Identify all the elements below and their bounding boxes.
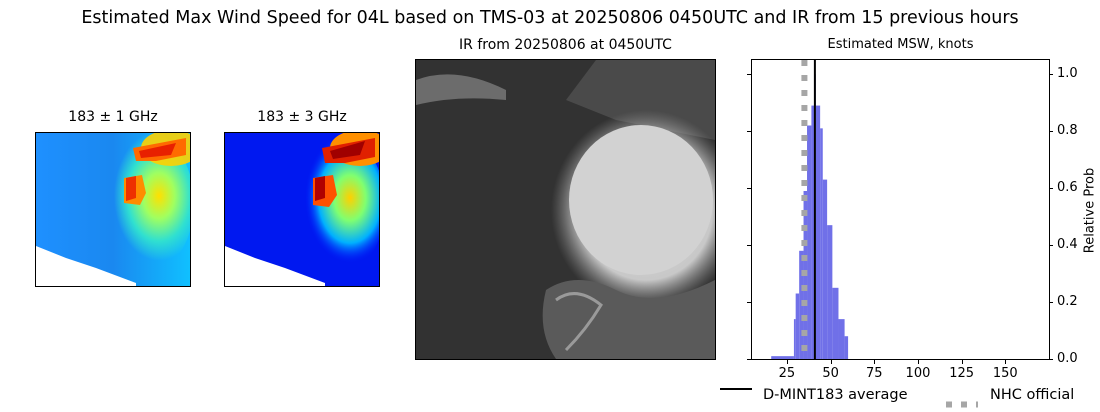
hist-plot <box>771 60 849 359</box>
y-tick-label: 0.2 <box>1057 294 1078 310</box>
mw1-image <box>35 132 191 287</box>
y-tick-label: 0.0 <box>1057 351 1078 366</box>
legend-label-nhc: NHC official <box>990 387 1075 403</box>
y-tick-mark <box>1049 131 1053 133</box>
x-tick-label: 125 <box>949 366 975 381</box>
y-tick-mark-left <box>747 302 751 304</box>
y-tick-mark <box>1049 359 1053 360</box>
histogram-bar <box>771 356 794 359</box>
x-tick-mark <box>1005 360 1007 364</box>
hist-title: Estimated MSW, knots <box>827 37 974 52</box>
mw3-heatmap <box>225 133 379 286</box>
ir-satellite-image <box>416 60 715 359</box>
y-tick-mark <box>1049 302 1053 304</box>
histogram-bar <box>827 225 833 359</box>
y-tick-label: 0.8 <box>1057 123 1078 139</box>
x-tick-mark <box>874 360 876 364</box>
y-tick-mark <box>1049 74 1053 76</box>
y-tick-mark <box>1049 245 1053 247</box>
histogram-bar <box>807 125 812 359</box>
ir-image <box>415 59 716 360</box>
y-tick-mark-left <box>747 74 751 76</box>
histogram-bar <box>795 293 800 359</box>
histogram-bar <box>799 250 804 359</box>
x-tick-mark <box>961 360 963 364</box>
x-tick-label: 50 <box>822 366 839 381</box>
x-tick-label: 75 <box>866 366 883 381</box>
y-tick-label: 0.4 <box>1057 237 1078 253</box>
histogram-bar <box>820 128 823 359</box>
mw1-title: 183 ± 1 GHz <box>68 109 158 125</box>
y-tick-label: 0.6 <box>1057 180 1078 196</box>
ir-title: IR from 20250806 at 0450UTC <box>459 37 672 53</box>
histogram-bar <box>815 105 821 359</box>
mw1-heatmap <box>36 133 190 286</box>
histogram-bar <box>793 319 796 359</box>
y-tick-mark-left <box>747 188 751 190</box>
histogram-bar <box>838 319 845 359</box>
histogram-bar <box>822 179 828 359</box>
legend-solid-line-icon <box>720 388 752 390</box>
mw3-title: 183 ± 3 GHz <box>257 109 347 125</box>
y-tick-mark-left <box>747 245 751 247</box>
y-tick-mark-left <box>747 131 751 133</box>
y-tick-label: 1.0 <box>1057 66 1078 82</box>
histogram-bar <box>844 336 849 359</box>
histogram-bar <box>832 287 839 359</box>
y-tick-mark <box>1049 188 1053 190</box>
hist-ylabel: Relative Prob <box>1082 167 1098 254</box>
hist-axes <box>751 59 1050 360</box>
x-tick-mark <box>830 360 832 364</box>
histogram-bar <box>811 105 815 359</box>
x-tick-label: 25 <box>778 366 796 381</box>
legend-label-average: D-MINT183 average <box>763 387 908 403</box>
mw3-image <box>224 132 380 287</box>
legend-dotted-line-icon <box>946 393 978 408</box>
x-tick-label: 150 <box>992 366 1018 381</box>
y-tick-mark-left <box>747 359 751 360</box>
x-tick-label: 100 <box>905 366 931 381</box>
figure-title: Estimated Max Wind Speed for 04L based o… <box>81 8 1019 28</box>
x-tick-mark <box>917 360 919 364</box>
x-tick-mark <box>786 360 788 364</box>
